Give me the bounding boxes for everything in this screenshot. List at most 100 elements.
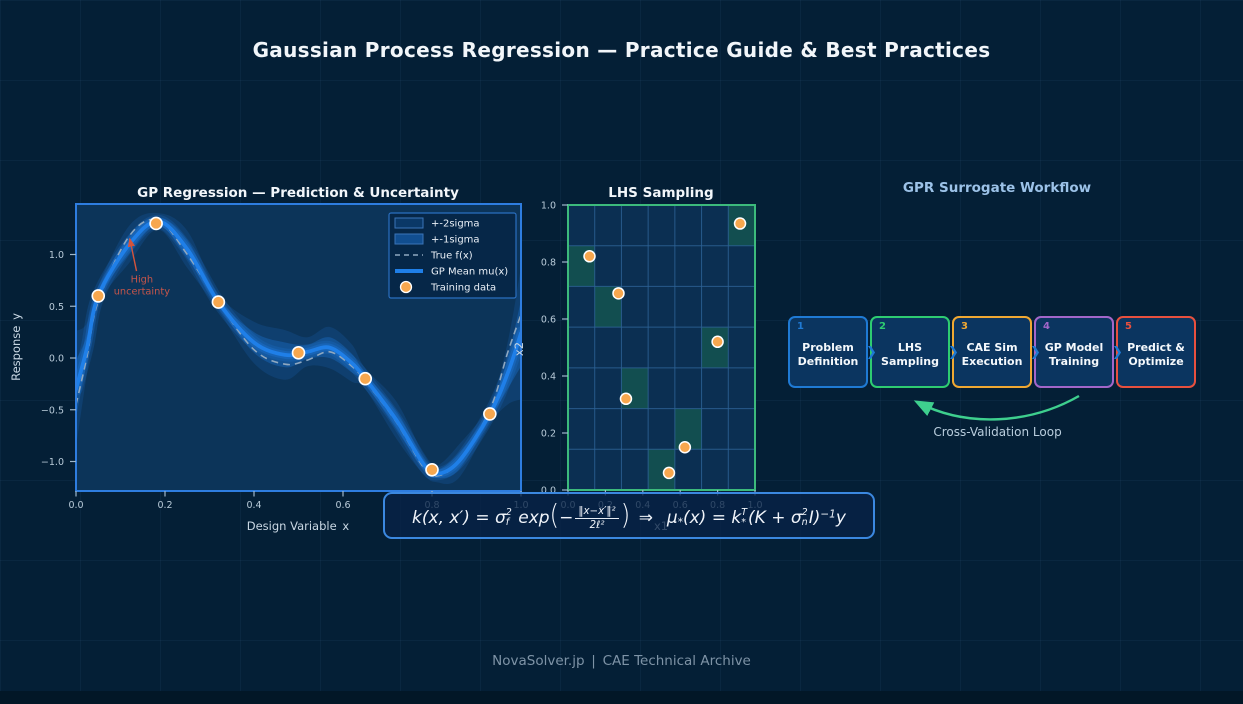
gp-x-tick-label: 0.6 — [335, 500, 350, 511]
loop-curve — [913, 394, 1080, 421]
footer-text: NovaSolver.jp | CAE Technical Archive — [492, 653, 751, 669]
lhs-y-tick-label: 1.0 — [541, 201, 556, 212]
gp-true-fx-line — [76, 218, 521, 478]
annotation-arrow — [127, 237, 138, 272]
gp-x-tick-label: 0.4 — [246, 500, 261, 511]
formula-fraction: ‖x−x′‖² 2ℓ² — [575, 506, 619, 531]
workflow-step-number: 5 — [1125, 321, 1132, 332]
lhs-y-axis-label: x2 — [512, 342, 526, 356]
legend-swatch-1sigma — [394, 233, 424, 245]
gp-training-point — [425, 462, 439, 477]
workflow-step-5: 5 Predict & Optimize — [1116, 316, 1196, 388]
gp-plot-contents — [76, 212, 521, 485]
gp-training-point — [149, 216, 163, 231]
annotation-high: High — [131, 274, 154, 285]
gp-legend-label: True f(x) — [430, 251, 473, 262]
gp-legend-box — [388, 212, 517, 299]
workflow-step-number: 1 — [797, 321, 804, 332]
page-title: Gaussian Process Regression — Practice G… — [252, 38, 991, 62]
workflow-step-label: Predict & Optimize — [1127, 340, 1185, 368]
formula-segment: k(x, x′) = σ — [412, 508, 506, 529]
gp-x-axis-label: Design Variable x — [247, 519, 350, 533]
workflow-title: GPR Surrogate Workflow — [902, 180, 1092, 196]
gp-legend: +-2sigma +-1sigma True f(x) GP Mean mu(x) Tr… — [388, 212, 517, 299]
gp-regression-chart: 0.00.20.40.60.81.01.00.50.0−0.5−1.0GP Re… — [9, 185, 529, 533]
gp-plot-border — [75, 203, 522, 492]
gp-training-point — [483, 407, 497, 421]
workflow-step-label: LHS Sampling — [881, 340, 939, 368]
gp-y-tick-label: 0.5 — [49, 302, 64, 313]
lhs-sampling-chart: 0.00.20.40.60.81.00.00.20.40.60.81.0LHS … — [512, 185, 763, 533]
lhs-chart-title: LHS Sampling — [608, 185, 713, 201]
workflow-step-label: CAE Sim Execution — [961, 340, 1023, 368]
workflow-step-4: 4 GP Model Training — [1034, 316, 1114, 388]
gp-y-tick-label: 1.0 — [49, 250, 64, 261]
gp-training-point — [91, 289, 106, 303]
gp-y-tick-label: −0.5 — [41, 405, 64, 416]
lhs-y-tick-label: 0.8 — [541, 258, 556, 269]
lhs-highlight-cell — [621, 367, 649, 409]
workflow-step-2: 2 LHS Sampling — [870, 316, 950, 388]
lhs-highlight-cell — [568, 245, 595, 287]
lhs-sample-point — [583, 250, 596, 263]
formula-paren: ) — [620, 498, 631, 531]
gp-legend-label: +-2sigma — [431, 219, 480, 230]
lhs-y-tick-label: 0.6 — [541, 315, 556, 326]
annotation-uncertainty: uncertainty — [114, 286, 170, 297]
gp-band-1sigma — [76, 217, 521, 479]
lhs-sample-point — [612, 287, 625, 300]
formula-segment: y — [835, 508, 846, 529]
formula-segment: (K + σ — [748, 508, 802, 529]
lhs-plot-area — [568, 205, 755, 490]
bottom-band — [0, 691, 1243, 704]
workflow-step-number: 4 — [1043, 321, 1050, 332]
lhs-highlight-cell — [674, 408, 702, 450]
lhs-y-tick-label: 0.2 — [541, 429, 556, 440]
formula-segment: −1 — [820, 508, 836, 521]
formula-supsub: T * — [741, 506, 748, 529]
gp-band-2sigma — [76, 212, 521, 485]
formula-segment: exp — [512, 508, 550, 529]
workflow-step-label: GP Model Training — [1044, 340, 1104, 368]
lhs-highlight-cell — [728, 205, 755, 246]
workflow-step-number: 2 — [879, 321, 886, 332]
workflow-step-number: 3 — [961, 321, 968, 332]
workflow-step-3: 3 CAE Sim Execution — [952, 316, 1032, 388]
lhs-y-tick-label: 0.4 — [541, 372, 556, 383]
legend-swatch-2sigma — [394, 217, 424, 229]
cross-validation-loop-label: Cross-Validation Loop — [933, 425, 1062, 439]
workflow-step-1: 1 Problem Definition — [788, 316, 868, 388]
lhs-sample-point — [678, 441, 692, 454]
lhs-highlight-cell — [648, 449, 675, 490]
lhs-sample-point — [711, 335, 724, 349]
formula-segment: (x) = k — [682, 508, 742, 529]
gp-training-point — [358, 371, 373, 386]
gp-mean-glow — [76, 217, 521, 478]
gp-legend-label: +-1sigma — [431, 235, 480, 246]
gp-legend-label: Training data — [430, 283, 496, 294]
formula-segment: I) — [808, 508, 821, 529]
formula-segment: * — [677, 516, 683, 529]
lhs-plot-border — [567, 204, 756, 491]
gp-chart-title: GP Regression — Prediction & Uncertainty — [137, 185, 459, 201]
gp-y-axis-label: Response y — [9, 313, 23, 381]
gp-x-tick-label: 0.2 — [157, 500, 172, 511]
gp-training-point — [211, 295, 226, 309]
gp-plot-area — [76, 204, 521, 491]
workflow-step-label: Problem Definition — [797, 340, 859, 368]
lhs-sample-point — [662, 466, 676, 480]
lhs-highlight-cell — [701, 327, 729, 368]
formula-segment: ⇒ μ — [630, 508, 678, 529]
gp-mean-line — [76, 219, 521, 476]
lhs-sample-point — [619, 392, 633, 406]
gp-mean-glow-outer — [76, 214, 521, 481]
gp-y-tick-label: 0.0 — [49, 354, 64, 365]
formula-segment: − — [559, 508, 574, 529]
lhs-highlight-cell — [594, 286, 622, 328]
gp-legend-label: GP Mean mu(x) — [431, 267, 508, 278]
legend-swatch-training — [399, 280, 413, 294]
